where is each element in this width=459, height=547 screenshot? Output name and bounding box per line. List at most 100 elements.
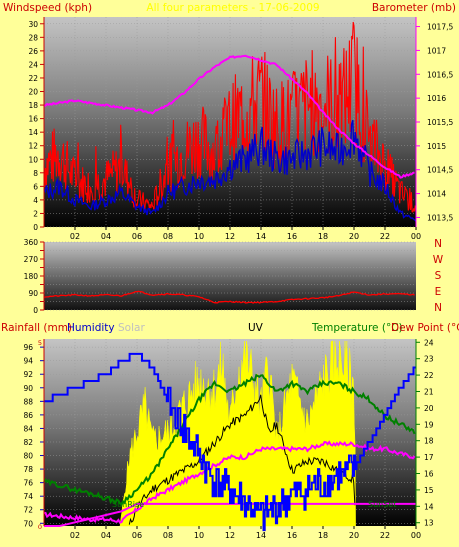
wind-direction-line xyxy=(43,290,415,304)
y-tick-label: 0 xyxy=(33,306,38,315)
y-tick-label: 24 xyxy=(28,60,38,69)
temperature-tick-label: 15 xyxy=(424,486,434,495)
y-tick-label: 4 xyxy=(33,196,38,205)
wind-barometer-panel: 0246810121416182022242628301013,51014101… xyxy=(3,2,456,241)
x-tick-label: 10 xyxy=(194,531,204,540)
x-tick-label: 02 xyxy=(70,232,80,241)
humidity-tick-label: 84 xyxy=(23,424,33,433)
y2-tick-label: 1013,5 xyxy=(427,213,453,222)
x-tick-label: 20 xyxy=(349,531,359,540)
x-tick-label: 12 xyxy=(225,232,235,241)
temperature-tick-label: 20 xyxy=(424,404,434,413)
x-tick-label: 18 xyxy=(318,232,328,241)
rain-tick-label: 0 xyxy=(38,523,42,531)
y-tick-label: 2 xyxy=(33,209,38,218)
x-tick-label: 16 xyxy=(287,232,297,241)
temperature-tick-label: 19 xyxy=(424,420,434,429)
uv-line xyxy=(128,394,356,525)
humidity-tick-label: 80 xyxy=(23,452,33,461)
y-tick-label: 30 xyxy=(28,20,38,29)
direction-label-n: N xyxy=(434,302,442,314)
x-tick-label: 04 xyxy=(101,531,111,540)
rainfall-axis-label: Rainfall (mm) xyxy=(1,322,72,334)
x-tick-label: 20 xyxy=(349,232,359,241)
direction-label-w: W xyxy=(433,254,444,266)
humidity-tick-label: 82 xyxy=(23,438,33,447)
temperature-tick-label: 21 xyxy=(424,387,434,396)
dewpoint-line xyxy=(43,440,416,524)
sunrise-label: SunRise xyxy=(112,500,144,509)
x-tick-label: 14 xyxy=(256,232,266,241)
humidity-tick-label: 96 xyxy=(23,343,33,352)
y2-tick-label: 1017 xyxy=(427,46,446,55)
temperature-tick-label: 23 xyxy=(424,355,434,364)
x-tick-label: 02 xyxy=(70,531,80,540)
humidity-tick-label: 72 xyxy=(23,506,33,515)
x-tick-label: 22 xyxy=(380,531,390,540)
x-tick-label: 00 xyxy=(411,531,421,540)
temperature-tick-label: 13 xyxy=(424,519,434,528)
y-tick-label: 26 xyxy=(28,47,38,56)
humidity-tick-label: 76 xyxy=(23,479,33,488)
y-tick-label: 20 xyxy=(28,88,38,97)
x-tick-label: 00 xyxy=(411,232,421,241)
temperature-tick-label: 14 xyxy=(424,502,434,511)
humidity-tick-label: 70 xyxy=(23,519,33,528)
humidity-tick-label: 94 xyxy=(23,357,33,366)
x-tick-label: 12 xyxy=(225,531,235,540)
direction-label-n: N xyxy=(434,238,442,250)
x-tick-label: 06 xyxy=(132,232,142,241)
humidity-tick-label: 86 xyxy=(23,411,33,420)
x-tick-label: 18 xyxy=(318,531,328,540)
x-tick-label: 10 xyxy=(194,232,204,241)
temperature-tick-label: 17 xyxy=(424,453,434,462)
y-tick-label: 6 xyxy=(33,182,38,191)
uv-axis-label: UV xyxy=(248,322,264,334)
chart-title: All four parameters - 17-06-2009 xyxy=(146,2,319,14)
barometer-axis-label: Barometer (mb) xyxy=(372,2,456,14)
y-tick-label: 270 xyxy=(24,255,39,264)
rain-tick-label: 5 xyxy=(38,339,42,347)
x-tick-label: 08 xyxy=(163,232,173,241)
humidity-line xyxy=(44,352,416,532)
y2-tick-label: 1014 xyxy=(427,190,446,199)
x-tick-label: 22 xyxy=(380,232,390,241)
temperature-tick-label: 16 xyxy=(424,470,434,479)
y-tick-label: 10 xyxy=(28,155,38,164)
sunset-label: SunSet xyxy=(368,500,396,509)
y-tick-label: 12 xyxy=(28,142,38,151)
humidity-axis-label: Humidity xyxy=(67,322,115,334)
temperature-tick-label: 24 xyxy=(424,338,434,347)
y2-tick-label: 1017,5 xyxy=(427,23,453,32)
y-tick-label: 0 xyxy=(33,223,38,232)
y-tick-label: 14 xyxy=(28,128,38,137)
humidity-tick-label: 74 xyxy=(23,492,33,501)
temperature-axis-label: Temperature (°C) xyxy=(311,322,403,334)
humidity-tick-label: 90 xyxy=(23,384,33,393)
y2-tick-label: 1014,5 xyxy=(427,166,453,175)
x-tick-label: 06 xyxy=(132,531,142,540)
solar-axis-label: Solar xyxy=(118,322,145,334)
y-tick-label: 22 xyxy=(28,74,38,83)
y2-tick-label: 1016,5 xyxy=(427,70,453,79)
windspeed-line xyxy=(43,21,416,213)
direction-label-s: S xyxy=(435,270,442,282)
dewpoint-axis-label: Dew Point (°C) xyxy=(391,322,459,334)
solar-area xyxy=(119,340,356,527)
y2-tick-label: 1016 xyxy=(427,94,446,103)
y-tick-label: 16 xyxy=(28,115,38,124)
y-tick-label: 28 xyxy=(28,33,38,42)
temperature-tick-label: 18 xyxy=(424,437,434,446)
humidity-tick-label: 88 xyxy=(23,397,33,406)
temperature-humidity-panel: 70 72 74 76 78 80 82 84 86 88 90 92 94 96 13 14 15 16 17 18… xyxy=(1,322,459,540)
x-tick-label: 16 xyxy=(287,531,297,540)
x-tick-label: 08 xyxy=(163,531,173,540)
x-tick-label: 14 xyxy=(256,531,266,540)
y2-tick-label: 1015,5 xyxy=(427,118,453,127)
temperature-tick-label: 22 xyxy=(424,371,434,380)
y-tick-label: 90 xyxy=(28,289,38,298)
windspeed-axis-label: Windspeed (kph) xyxy=(3,2,92,14)
